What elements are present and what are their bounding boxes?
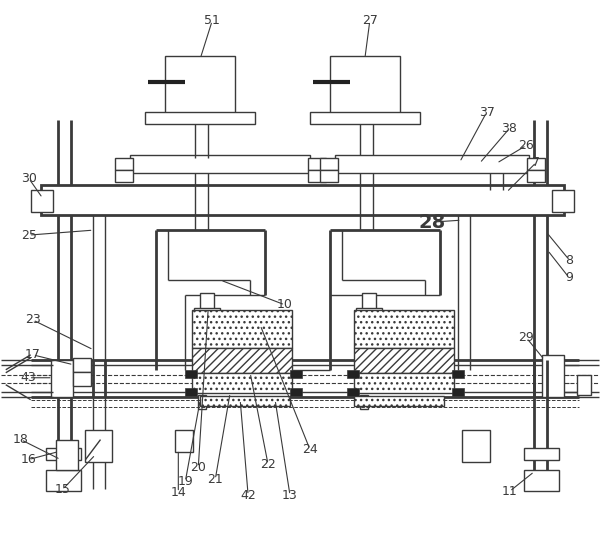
Text: 24: 24 bbox=[302, 443, 318, 456]
Bar bbox=[51, 360, 73, 397]
Bar bbox=[84, 430, 112, 462]
Text: 42: 42 bbox=[240, 489, 256, 502]
Bar bbox=[360, 395, 368, 408]
Bar bbox=[452, 388, 464, 396]
Text: 43: 43 bbox=[21, 371, 37, 384]
Text: 22: 22 bbox=[260, 458, 276, 471]
Bar bbox=[200, 396, 290, 406]
Bar bbox=[577, 375, 591, 395]
Bar bbox=[354, 348, 453, 373]
Text: 15: 15 bbox=[54, 483, 70, 496]
Bar bbox=[527, 158, 546, 170]
Bar bbox=[347, 388, 359, 396]
Text: 16: 16 bbox=[21, 453, 37, 466]
Bar bbox=[46, 447, 81, 460]
Bar bbox=[354, 396, 444, 406]
Bar bbox=[192, 373, 292, 393]
Bar bbox=[552, 190, 574, 212]
Bar bbox=[461, 430, 489, 462]
Bar bbox=[347, 370, 359, 378]
Bar bbox=[290, 370, 302, 378]
Bar bbox=[115, 158, 133, 170]
Text: 8: 8 bbox=[565, 254, 573, 266]
Text: 26: 26 bbox=[519, 139, 535, 152]
Text: 11: 11 bbox=[502, 485, 518, 498]
Bar bbox=[308, 158, 326, 170]
Text: 37: 37 bbox=[478, 106, 494, 119]
Bar bbox=[185, 388, 197, 396]
Bar bbox=[356, 308, 382, 316]
Bar bbox=[192, 348, 292, 373]
Text: 7: 7 bbox=[532, 156, 540, 169]
Text: 29: 29 bbox=[519, 331, 535, 344]
Bar bbox=[320, 170, 338, 182]
Bar bbox=[290, 388, 302, 396]
Bar bbox=[145, 113, 255, 124]
Bar bbox=[73, 358, 90, 372]
Bar bbox=[73, 372, 90, 386]
Bar bbox=[31, 190, 53, 212]
Text: 30: 30 bbox=[21, 171, 37, 185]
Bar bbox=[46, 470, 81, 492]
Bar bbox=[166, 56, 235, 115]
Bar bbox=[335, 155, 530, 173]
Bar bbox=[362, 293, 376, 311]
Text: 28: 28 bbox=[418, 213, 445, 231]
Bar bbox=[354, 310, 453, 348]
Text: 14: 14 bbox=[170, 486, 186, 499]
Bar bbox=[130, 155, 310, 173]
Text: 20: 20 bbox=[191, 461, 206, 474]
Bar bbox=[543, 355, 565, 397]
Bar bbox=[524, 447, 559, 460]
Text: 38: 38 bbox=[502, 122, 518, 135]
Bar bbox=[185, 370, 197, 378]
Bar bbox=[175, 430, 193, 452]
Bar bbox=[56, 440, 78, 470]
Bar bbox=[524, 470, 559, 492]
Bar bbox=[198, 395, 207, 408]
Bar bbox=[354, 373, 453, 393]
Text: 51: 51 bbox=[204, 14, 220, 27]
Text: 21: 21 bbox=[207, 473, 223, 486]
Bar bbox=[330, 56, 400, 115]
Bar bbox=[452, 370, 464, 378]
Bar bbox=[527, 170, 546, 182]
Text: 18: 18 bbox=[13, 433, 29, 446]
Bar bbox=[308, 170, 326, 182]
Text: 23: 23 bbox=[25, 314, 40, 326]
Text: 17: 17 bbox=[25, 349, 40, 361]
Bar bbox=[41, 185, 565, 215]
Text: 13: 13 bbox=[282, 489, 298, 502]
Text: 9: 9 bbox=[565, 271, 573, 285]
Text: 10: 10 bbox=[277, 299, 293, 311]
Text: 25: 25 bbox=[21, 229, 37, 241]
Text: 27: 27 bbox=[362, 14, 378, 27]
Bar bbox=[192, 310, 292, 348]
Bar bbox=[310, 113, 420, 124]
Text: 19: 19 bbox=[177, 475, 193, 488]
Bar bbox=[194, 308, 220, 316]
Bar bbox=[115, 170, 133, 182]
Bar bbox=[200, 293, 214, 311]
Bar bbox=[320, 158, 338, 170]
